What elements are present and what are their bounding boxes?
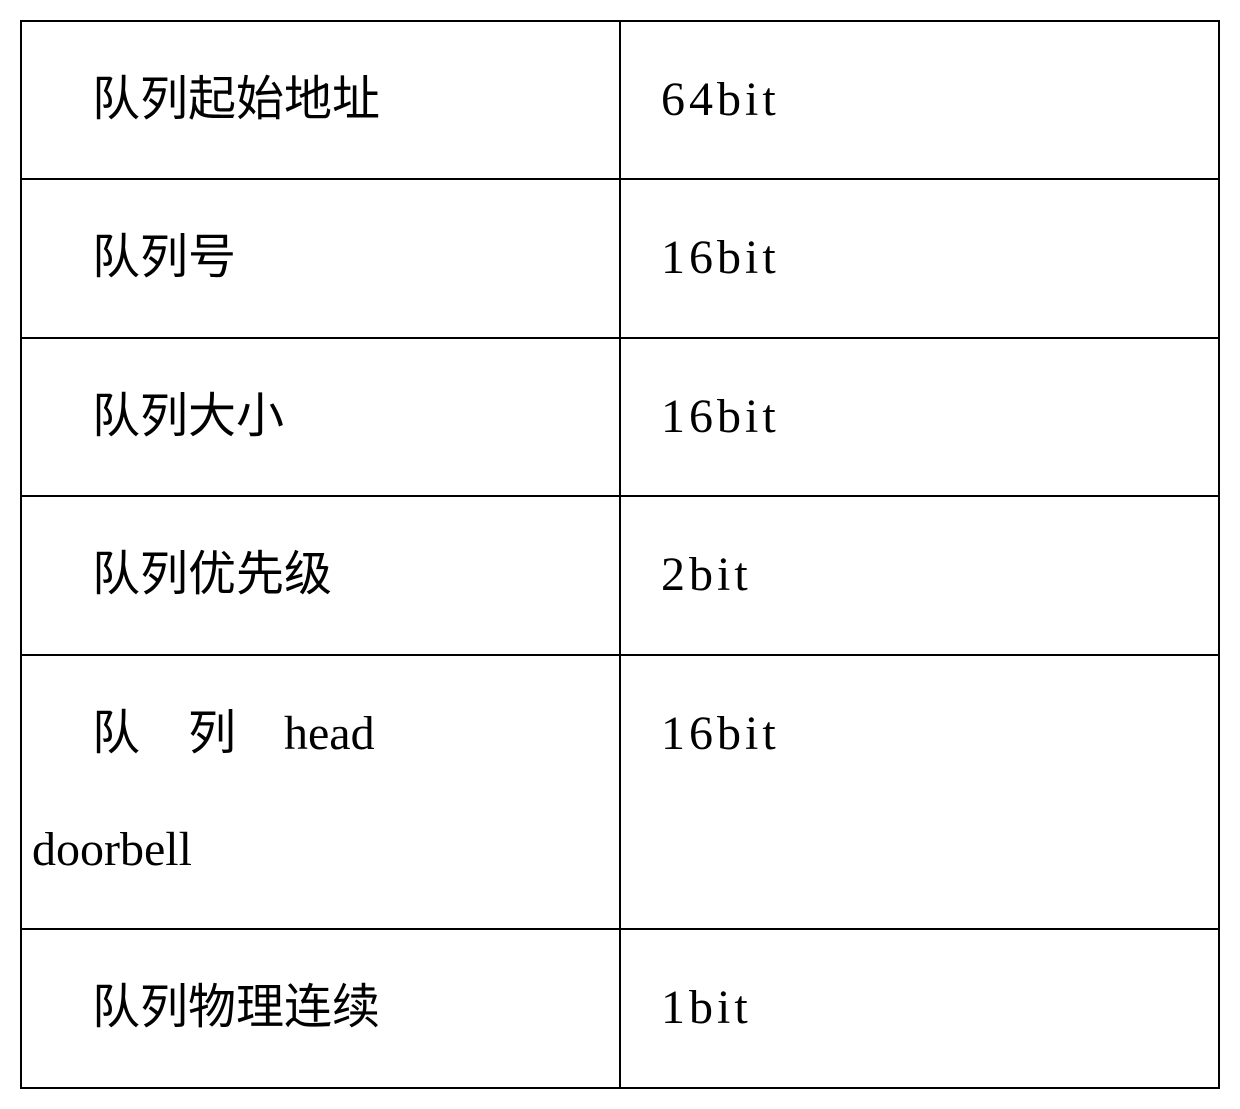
field-name-line1: 队 列 head [22,691,599,777]
field-name-cell: 队列号 [21,179,620,337]
table-row: 队列大小 16bit [21,338,1219,496]
field-value-cell: 16bit [620,338,1219,496]
table-row: 队列物理连续 1bit [21,929,1219,1087]
field-value-cell: 16bit [620,179,1219,337]
field-name-cell: 队 列 head doorbell [21,655,620,930]
field-value-cell: 16bit [620,655,1219,930]
queue-fields-table-container: 队列起始地址 64bit 队列号 16bit 队列大小 16bit 队列优先级 … [20,20,1220,1089]
field-name-cell: 队列物理连续 [21,929,620,1087]
field-value-cell: 1bit [620,929,1219,1087]
field-name-cell: 队列优先级 [21,496,620,654]
table-row: 队 列 head doorbell 16bit [21,655,1219,930]
field-value-cell: 2bit [620,496,1219,654]
field-name-cell: 队列大小 [21,338,620,496]
table-row: 队列号 16bit [21,179,1219,337]
field-name-line2: doorbell [22,807,599,893]
field-name-cell: 队列起始地址 [21,21,620,179]
queue-fields-table: 队列起始地址 64bit 队列号 16bit 队列大小 16bit 队列优先级 … [20,20,1220,1089]
field-value-cell: 64bit [620,21,1219,179]
table-row: 队列起始地址 64bit [21,21,1219,179]
table-row: 队列优先级 2bit [21,496,1219,654]
